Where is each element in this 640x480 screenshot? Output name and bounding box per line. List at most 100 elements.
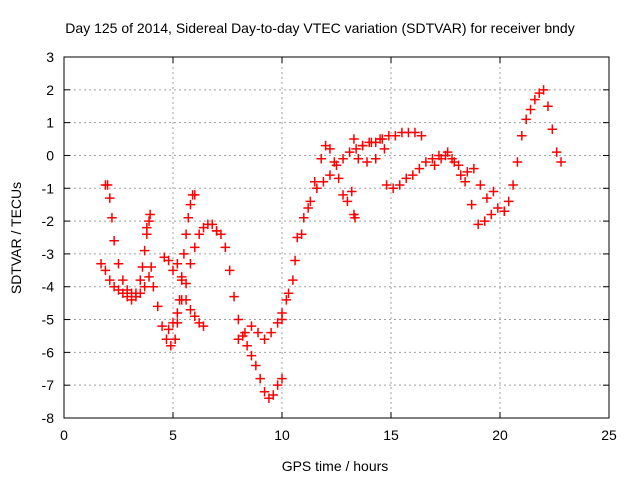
data-point: [179, 249, 189, 259]
chart-title: Day 125 of 2014, Sidereal Day-to-day VTE…: [65, 20, 574, 36]
data-point: [462, 167, 473, 177]
x-tick-label: 15: [383, 427, 399, 443]
data-point: [157, 321, 167, 331]
data-point: [288, 275, 298, 285]
data-point: [421, 157, 431, 167]
data-point: [259, 386, 270, 397]
tick-label-layer: 0 5 10 15 20 25 -8 -7 -6 -5 -4 -3 -2 -1 0 1 2 3: [42, 49, 617, 443]
data-point: [107, 213, 117, 223]
data-point: [416, 131, 427, 141]
data-point: [442, 147, 453, 157]
data-point: [316, 153, 326, 164]
series-layer: [96, 85, 566, 404]
data-point: [473, 219, 483, 230]
data-point: [503, 196, 514, 207]
data-point: [488, 186, 499, 197]
y-tick-label: -5: [42, 312, 55, 328]
data-point: [325, 170, 335, 180]
y-tick-label: 0: [46, 147, 54, 163]
data-point: [233, 334, 244, 344]
data-point: [379, 144, 390, 154]
data-point: [525, 104, 536, 115]
data-point: [401, 173, 412, 184]
data-point: [220, 242, 231, 253]
data-point: [152, 301, 163, 312]
data-point: [351, 144, 361, 154]
data-point: [475, 180, 486, 190]
series-14: [499, 85, 566, 216]
data-point: [538, 85, 549, 95]
plot-border: [63, 56, 610, 419]
data-point: [190, 311, 200, 322]
data-point: [556, 157, 566, 167]
data-point: [255, 373, 265, 384]
data-point: [482, 193, 492, 203]
data-point: [142, 222, 152, 233]
data-point: [176, 295, 187, 305]
series-10: [349, 134, 390, 167]
data-point: [96, 259, 106, 269]
data-point: [198, 321, 209, 331]
data-point: [216, 229, 226, 239]
x-tick-label: 10: [274, 427, 290, 443]
data-point: [224, 265, 235, 276]
data-point: [479, 216, 490, 226]
data-point: [390, 131, 401, 141]
data-point: [429, 160, 440, 171]
data-point: [135, 275, 146, 285]
data-point: [299, 213, 309, 223]
data-point: [512, 157, 523, 167]
data-point: [137, 262, 148, 272]
data-point: [168, 318, 178, 328]
data-point: [259, 334, 270, 344]
data-point: [281, 295, 292, 305]
series-13: [429, 147, 499, 203]
x-tick-label: 20: [492, 427, 508, 443]
data-point: [350, 213, 360, 223]
data-point: [194, 229, 204, 239]
data-point: [366, 137, 377, 148]
data-point: [408, 170, 418, 180]
y-tick-label: -2: [42, 213, 55, 229]
data-point: [394, 180, 405, 190]
data-point: [139, 281, 150, 292]
data-point: [163, 324, 174, 335]
data-point: [268, 390, 279, 400]
x-tick-label: 25: [601, 427, 617, 443]
data-point: [456, 170, 466, 180]
data-point: [146, 262, 156, 272]
data-point: [342, 196, 353, 207]
data-point: [272, 380, 283, 390]
data-point: [100, 265, 111, 276]
series-1: [96, 229, 152, 305]
data-point: [521, 114, 531, 125]
data-point: [543, 101, 553, 111]
data-point: [166, 341, 176, 351]
data-point: [145, 209, 155, 220]
y-tick-label: -6: [42, 344, 55, 360]
x-axis-label: GPS time / hours: [282, 458, 389, 474]
data-point: [148, 281, 159, 292]
data-point: [102, 180, 113, 190]
y-axis-label: SDTVAR / TECUs: [8, 182, 24, 294]
data-point: [163, 255, 174, 266]
data-point: [185, 259, 196, 269]
series-12: [381, 150, 510, 230]
data-point: [460, 176, 470, 187]
data-point: [469, 163, 479, 174]
y-tick-label: 2: [46, 82, 54, 98]
x-tick-label: 0: [60, 427, 68, 443]
data-point: [375, 134, 385, 144]
data-point: [410, 127, 420, 138]
data-point: [338, 190, 348, 200]
data-point: [309, 176, 320, 187]
y-tick-label: -3: [42, 246, 55, 262]
data-point: [499, 206, 510, 216]
data-point: [283, 288, 294, 299]
y-tick-label: 3: [46, 49, 54, 65]
x-tick-label: 5: [169, 427, 177, 443]
data-point: [113, 259, 124, 269]
series-2: [142, 209, 155, 233]
